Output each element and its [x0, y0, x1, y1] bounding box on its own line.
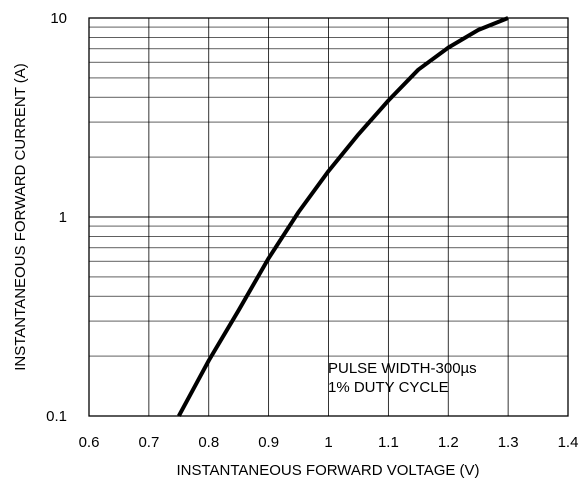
series-group [177, 16, 509, 417]
x-axis-label: INSTANTANEOUS FORWARD VOLTAGE (V) [176, 462, 479, 479]
x-tick-label: 0.9 [258, 434, 279, 451]
series-line [177, 16, 509, 417]
plot-frame [88, 17, 569, 417]
x-tick-label: 0.6 [79, 434, 100, 451]
y-tick-label: 0.1 [46, 408, 67, 425]
grid-lines [88, 17, 569, 417]
y-tick-labels: 0.1 1 10 [46, 10, 67, 425]
x-tick-labels: 0.6 0.7 0.8 0.9 1 1.1 1.2 1.3 1.4 [79, 434, 579, 451]
x-tick-label: 1.4 [558, 434, 579, 451]
x-tick-label: 1 [324, 434, 332, 451]
x-tick-label: 0.7 [138, 434, 159, 451]
y-axis-label: INSTANTANEOUS FORWARD CURRENT (A) [12, 63, 29, 371]
x-tick-label: 1.1 [378, 434, 399, 451]
annotation-pulse-width: PULSE WIDTH-300µs [328, 360, 477, 377]
x-tick-label: 1.3 [498, 434, 519, 451]
y-tick-label: 10 [50, 10, 67, 27]
annotation-duty-cycle: 1% DUTY CYCLE [328, 379, 449, 396]
x-tick-label: 0.8 [198, 434, 219, 451]
y-tick-label: 1 [59, 209, 67, 226]
x-tick-label: 1.2 [438, 434, 459, 451]
